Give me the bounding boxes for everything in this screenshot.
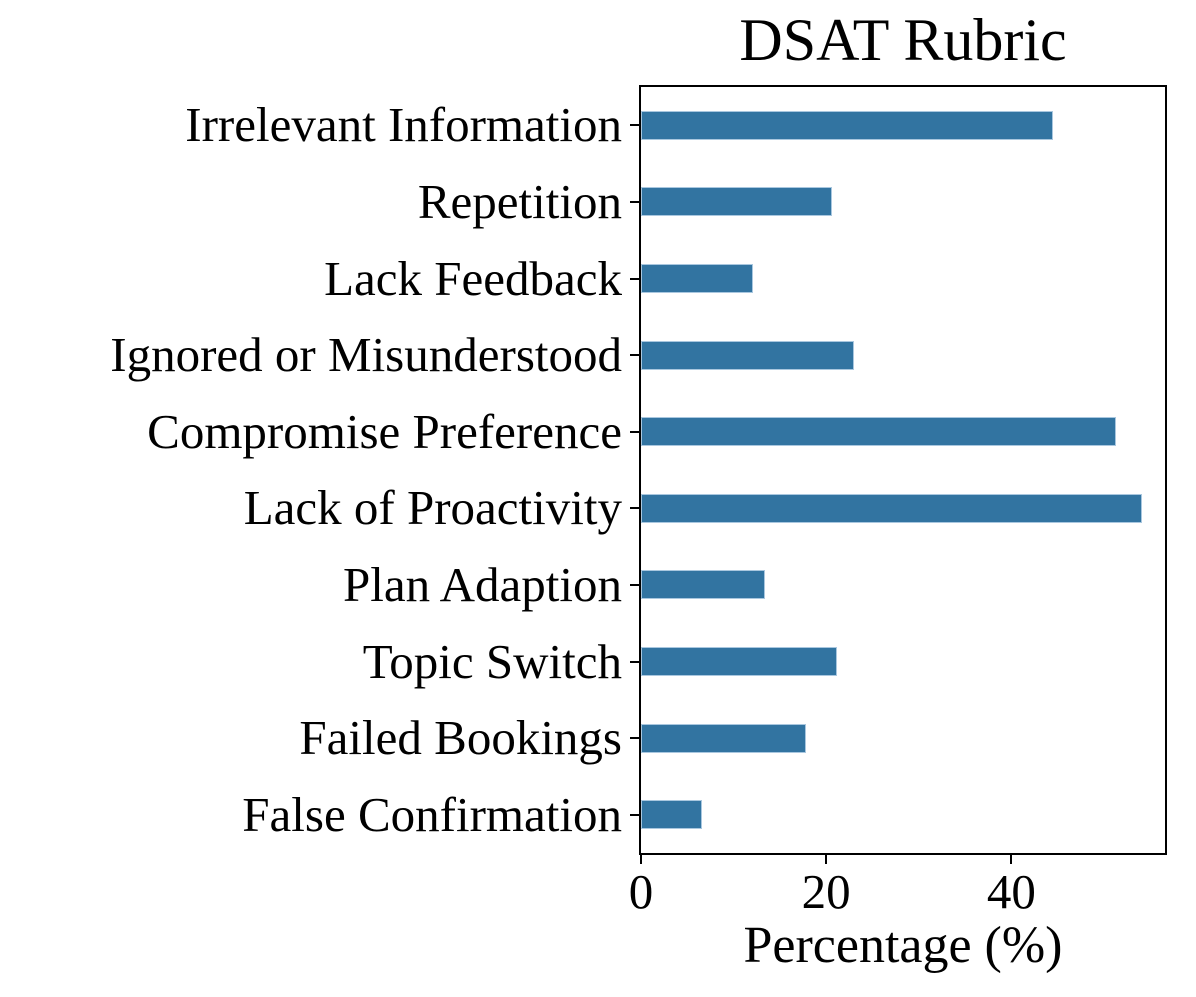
x-tick-mark bbox=[1010, 855, 1013, 864]
y-tick-mark bbox=[630, 813, 639, 816]
chart-title: DSAT Rubric bbox=[739, 7, 1067, 73]
y-tick-mark bbox=[630, 583, 639, 586]
plot-area bbox=[639, 85, 1167, 855]
bar bbox=[641, 187, 832, 217]
bar bbox=[641, 570, 766, 600]
y-tick-mark bbox=[630, 354, 639, 357]
y-tick-mark bbox=[630, 660, 639, 663]
x-tick-mark bbox=[825, 855, 828, 864]
y-tick-label: Lack of Proactivity bbox=[243, 480, 622, 536]
bar bbox=[641, 417, 1116, 447]
bar bbox=[641, 110, 1053, 140]
bar bbox=[641, 800, 703, 830]
y-tick-mark bbox=[630, 737, 639, 740]
y-tick-mark bbox=[630, 507, 639, 510]
x-axis-label: Percentage (%) bbox=[743, 917, 1063, 974]
bar bbox=[641, 340, 854, 370]
bar bbox=[641, 723, 806, 753]
y-tick-mark bbox=[630, 124, 639, 127]
x-tick-mark bbox=[640, 855, 642, 864]
y-tick-label: Plan Adaption bbox=[342, 556, 622, 612]
y-tick-label: Failed Bookings bbox=[299, 710, 622, 766]
y-tick-mark bbox=[630, 200, 639, 203]
x-tick-label: 20 bbox=[801, 864, 851, 919]
y-tick-label: Topic Switch bbox=[362, 633, 622, 689]
y-tick-mark bbox=[630, 430, 639, 433]
y-tick-label: Irrelevant Information bbox=[185, 97, 622, 153]
y-tick-label: Compromise Preference bbox=[147, 403, 622, 459]
bar bbox=[641, 493, 1142, 523]
x-tick-label: 0 bbox=[628, 864, 654, 919]
y-tick-label: False Confirmation bbox=[242, 786, 622, 842]
bar bbox=[641, 647, 838, 676]
y-tick-mark bbox=[630, 277, 639, 280]
bar bbox=[641, 264, 754, 293]
x-tick-label: 40 bbox=[986, 864, 1036, 919]
y-tick-label: Repetition bbox=[417, 173, 622, 229]
y-tick-label: Lack Feedback bbox=[324, 250, 622, 306]
y-tick-label: Ignored or Misunderstood bbox=[110, 327, 622, 383]
